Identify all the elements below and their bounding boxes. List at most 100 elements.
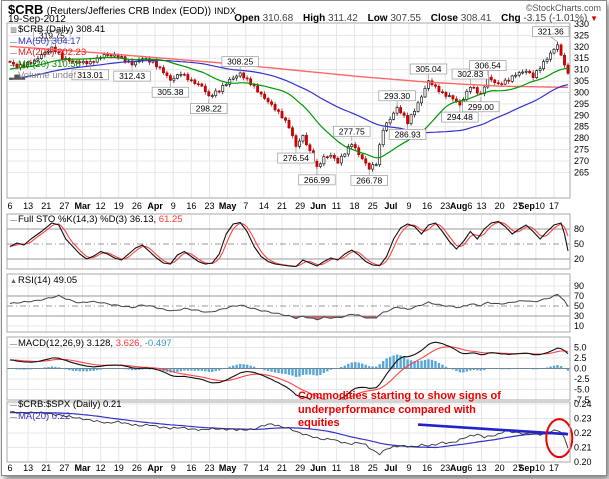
ma50-line-icon: — (10, 38, 17, 46)
svg-text:13: 13 (23, 463, 33, 473)
watermark: ©StockCharts.com (525, 3, 601, 13)
svg-text:266.78: 266.78 (356, 175, 382, 185)
volume-bars-icon: ▂▅▂ (9, 73, 26, 80)
svg-text:13: 13 (23, 201, 33, 211)
svg-text:29: 29 (295, 201, 305, 211)
ma20-label: MA(20) 310.58 (18, 58, 81, 70)
svg-text:21: 21 (41, 463, 51, 473)
price-annotation (333, 125, 371, 137)
svg-text:320: 320 (574, 42, 589, 52)
svg-text:7: 7 (243, 201, 248, 211)
svg-text:305: 305 (574, 76, 589, 86)
svg-text:9: 9 (406, 201, 411, 211)
svg-text:26: 26 (132, 201, 142, 211)
svg-text:290: 290 (574, 110, 589, 120)
svg-text:May: May (219, 463, 237, 473)
price-annotation (113, 70, 151, 82)
price-annotation (277, 152, 315, 164)
price-annotation (298, 174, 336, 186)
svg-text:0.0: 0.0 (574, 364, 587, 374)
svg-text:Mar: Mar (75, 201, 92, 211)
svg-text:11: 11 (332, 463, 341, 473)
rsi (9, 293, 569, 321)
chart-canvas: 319.75 313.01 312.43 305.38 298.22 308.25 276.… (6, 19, 592, 473)
svg-text:330: 330 (574, 19, 589, 29)
quote-value: 308.41 (460, 13, 492, 24)
exchange-label: INDX (214, 6, 236, 16)
svg-text:5.0: 5.0 (574, 343, 587, 353)
svg-text:10: 10 (574, 321, 584, 331)
svg-text:0.20: 0.20 (574, 457, 592, 467)
macd-legend: —MACD(12,26,9) 3.128, 3.626, -0.497 (9, 338, 172, 351)
svg-text:27: 27 (513, 463, 523, 473)
svg-text:Aug6: Aug6 (450, 201, 473, 211)
svg-text:277.75: 277.75 (339, 126, 365, 136)
svg-text:21: 21 (277, 201, 287, 211)
price-annotation (378, 90, 416, 102)
svg-text:310: 310 (574, 65, 589, 75)
symbol-description: (Reuters/Jefferies CRB Index (EOD)) (46, 6, 212, 17)
sto-d-value: 61.25 (158, 214, 183, 225)
svg-text:298.22: 298.22 (196, 104, 222, 114)
svg-text:315: 315 (574, 53, 589, 63)
ma200-label: MA(200) 302.23 (18, 47, 87, 58)
svg-text:27: 27 (513, 201, 523, 211)
svg-text:20: 20 (574, 254, 584, 264)
svg-text:70: 70 (574, 291, 584, 301)
svg-text:321.36: 321.36 (538, 27, 564, 37)
svg-text:25: 25 (368, 463, 378, 473)
ratio-label: $CRB:$SPX (Daily) 0.21 (18, 399, 122, 410)
svg-text:Jul: Jul (384, 463, 397, 473)
price-annotation (190, 103, 228, 114)
svg-text:0.23: 0.23 (574, 414, 592, 424)
svg-text:299.00: 299.00 (468, 102, 494, 112)
price-annotation (462, 101, 500, 113)
svg-text:Apr: Apr (147, 463, 163, 473)
svg-text:6: 6 (7, 201, 12, 211)
svg-text:Aug6: Aug6 (450, 463, 473, 473)
macd-signal-value: 3.626, (115, 338, 143, 349)
sto-line-icon: — (10, 217, 17, 224)
price-annotation (441, 111, 479, 123)
price-annotation (532, 26, 570, 38)
quote-label: Open (234, 13, 260, 24)
svg-text:90: 90 (574, 281, 584, 291)
svg-text:305.38: 305.38 (157, 87, 183, 97)
svg-text:13: 13 (477, 201, 487, 211)
svg-text:312.43: 312.43 (119, 71, 145, 81)
quote-value: -3.15 (-1.01%) (523, 13, 588, 24)
price-annotation (33, 30, 71, 41)
svg-text:275: 275 (574, 145, 589, 155)
quote-label: Close (430, 13, 458, 24)
svg-text:50: 50 (574, 301, 584, 311)
svg-text:12: 12 (96, 463, 106, 473)
quote-label: Low (367, 13, 388, 24)
ratio-legend: —$CRB:$SPX (Daily) 0.21 —MA(20) 0.22 (9, 399, 122, 423)
svg-text:266.99: 266.99 (304, 175, 330, 185)
svg-text:11: 11 (332, 201, 341, 211)
svg-text:305.04: 305.04 (416, 64, 442, 74)
candlestick-icon: ▥ (10, 27, 17, 34)
svg-text:May: May (219, 201, 237, 211)
svg-text:21: 21 (277, 463, 287, 473)
svg-text:16: 16 (186, 463, 196, 473)
rsi-area-icon: ▲ (10, 278, 17, 285)
svg-text:Jul: Jul (384, 201, 397, 211)
svg-text:20: 20 (495, 463, 505, 473)
svg-text:295: 295 (574, 99, 589, 109)
price-annotation (409, 63, 448, 75)
svg-text:7: 7 (243, 463, 248, 473)
ratio-ma-line-icon: — (10, 413, 17, 421)
sto-label: Full STO %K(14,3) %D(3) 36.13, (18, 214, 157, 225)
svg-text:270: 270 (574, 156, 589, 166)
svg-text:293.30: 293.30 (384, 91, 410, 101)
svg-text:23: 23 (204, 201, 214, 211)
svg-text:13: 13 (477, 463, 487, 473)
svg-text:9: 9 (171, 201, 176, 211)
price-annotation (151, 86, 190, 98)
svg-text:17: 17 (549, 201, 559, 211)
price-annotations: 319.75 313.01 312.43 305.38 298.22 308.25 276.… (33, 26, 570, 186)
svg-text:265: 265 (574, 167, 589, 177)
change-down-icon: ▼ (590, 14, 598, 23)
svg-text:308.25: 308.25 (227, 57, 253, 67)
